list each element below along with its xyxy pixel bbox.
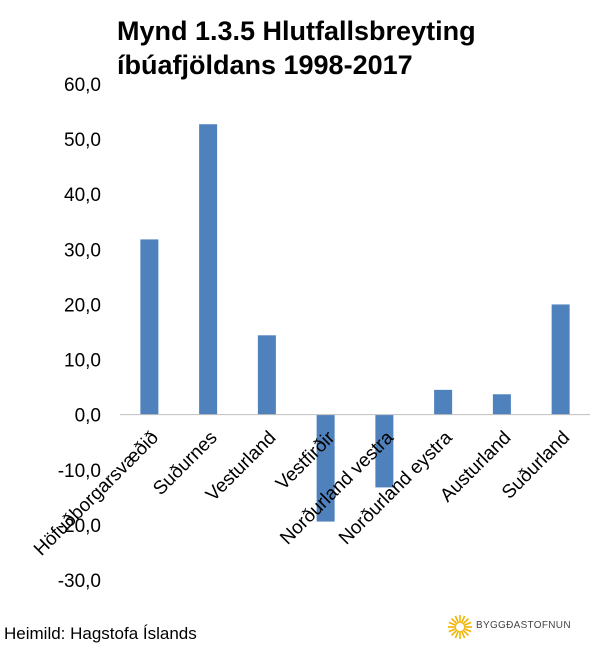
x-category-labels: HöfuðborgarsvæðiðSuðurnesVesturlandVestf… <box>30 427 574 560</box>
y-tick-label: 50,0 <box>64 130 101 151</box>
y-tick-label: 20,0 <box>64 295 101 316</box>
y-tick-label: 30,0 <box>64 240 101 261</box>
chart-title: Mynd 1.3.5 Hlutfallsbreyting íbúafjöldan… <box>117 14 476 82</box>
chart-title-line-2: íbúafjöldans 1998-2017 <box>117 50 413 80</box>
bar <box>434 389 453 415</box>
y-tick-label: -10,0 <box>58 461 101 482</box>
x-category-label: Höfuðborgarsvæðið <box>30 427 163 560</box>
y-tick-label: 60,0 <box>64 75 101 96</box>
chart-title-line-1: Mynd 1.3.5 Hlutfallsbreyting <box>117 16 476 46</box>
bar <box>316 414 335 522</box>
logo-text: BYGGÐASTOFNUN <box>476 620 571 631</box>
y-tick-label: 0,0 <box>75 406 101 427</box>
bar <box>492 394 511 415</box>
source-note: Heimild: Hagstofa Íslands <box>4 624 197 643</box>
bar <box>257 335 276 415</box>
y-tick-labels: 60,0 50,0 40,0 30,0 20,0 10,0 0,0 -10,0 -20,0 -30… <box>58 75 101 592</box>
bar <box>199 124 218 415</box>
bars-group <box>140 124 570 522</box>
bar <box>551 304 570 415</box>
bar <box>140 239 159 415</box>
y-tick-label: 10,0 <box>64 351 101 372</box>
bar <box>375 414 394 488</box>
y-tick-label: -30,0 <box>58 571 101 592</box>
y-tick-label: 40,0 <box>64 185 101 206</box>
y-tick-label: -20,0 <box>58 516 101 537</box>
sunburst-icon <box>448 615 472 639</box>
